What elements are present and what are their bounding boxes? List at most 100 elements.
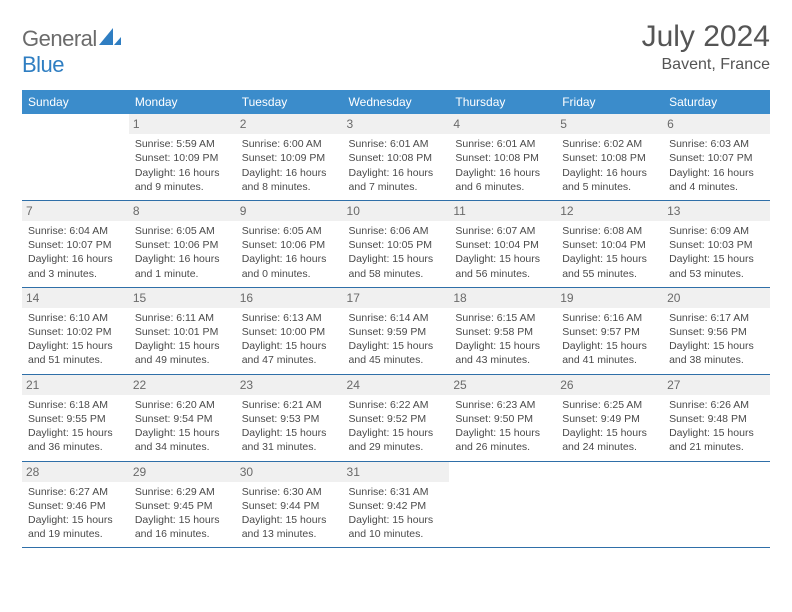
calendar-day-cell — [449, 461, 556, 548]
daylight-text: Daylight: 15 hours and 19 minutes. — [28, 513, 123, 541]
sunrise-text: Sunrise: 6:17 AM — [669, 311, 764, 325]
sunset-text: Sunset: 9:42 PM — [349, 499, 444, 513]
sunrise-text: Sunrise: 6:22 AM — [349, 398, 444, 412]
calendar-day-cell — [22, 114, 129, 200]
sunrise-text: Sunrise: 6:21 AM — [242, 398, 337, 412]
calendar-day-cell: 23 Sunrise: 6:21 AMSunset: 9:53 PMDayligh… — [236, 374, 343, 461]
sunrise-text: Sunrise: 6:02 AM — [562, 137, 657, 151]
page: GeneralBlue July 2024 Bavent, France Sun… — [0, 0, 792, 568]
calendar-week-row: 1Sunrise: 5:59 AMSunset: 10:09 PMDayligh… — [22, 114, 770, 200]
day-number: 26 — [556, 375, 663, 395]
calendar-day-cell: 17Sunrise: 6:14 AMSunset: 9:59 PMDayligh… — [343, 287, 450, 374]
daylight-text: Daylight: 15 hours and 31 minutes. — [242, 426, 337, 454]
sunset-text: Sunset: 10:04 PM — [455, 238, 550, 252]
sunset-text: Sunset: 9:58 PM — [455, 325, 550, 339]
day-number: 10 — [343, 201, 450, 221]
sunrise-text: Sunrise: 6:13 AM — [242, 311, 337, 325]
daylight-text: Daylight: 15 hours and 45 minutes. — [349, 339, 444, 367]
sunrise-text: Sunrise: 6:04 AM — [28, 224, 123, 238]
daylight-text: Daylight: 16 hours and 8 minutes. — [242, 166, 337, 194]
sunrise-text: Sunrise: 5:59 AM — [135, 137, 230, 151]
calendar-day-cell: 22Sunrise: 6:20 AMSunset: 9:54 PMDayligh… — [129, 374, 236, 461]
calendar-day-cell: 4Sunrise: 6:01 AMSunset: 10:08 PMDayligh… — [449, 114, 556, 200]
day-number: 21 — [22, 375, 129, 395]
header: GeneralBlue July 2024 Bavent, France — [22, 20, 770, 78]
sunset-text: Sunset: 9:46 PM — [28, 499, 123, 513]
day-number: 1 — [129, 114, 236, 134]
calendar-body: 1Sunrise: 5:59 AMSunset: 10:09 PMDayligh… — [22, 114, 770, 548]
daylight-text: Daylight: 16 hours and 3 minutes. — [28, 252, 123, 280]
calendar-day-cell: 27Sunrise: 6:26 AMSunset: 9:48 PMDayligh… — [663, 374, 770, 461]
sunset-text: Sunset: 10:05 PM — [349, 238, 444, 252]
day-number: 12 — [556, 201, 663, 221]
daylight-text: Daylight: 15 hours and 38 minutes. — [669, 339, 764, 367]
daylight-text: Daylight: 16 hours and 0 minutes. — [242, 252, 337, 280]
daylight-text: Daylight: 15 hours and 13 minutes. — [242, 513, 337, 541]
calendar-day-cell: 26Sunrise: 6:25 AMSunset: 9:49 PMDayligh… — [556, 374, 663, 461]
sunset-text: Sunset: 10:09 PM — [242, 151, 337, 165]
sunset-text: Sunset: 9:55 PM — [28, 412, 123, 426]
sunset-text: Sunset: 10:07 PM — [669, 151, 764, 165]
day-number: 31 — [343, 462, 450, 482]
day-number: 20 — [663, 288, 770, 308]
sunrise-text: Sunrise: 6:16 AM — [562, 311, 657, 325]
calendar-day-cell: 31Sunrise: 6:31 AMSunset: 9:42 PMDayligh… — [343, 461, 450, 548]
daylight-text: Daylight: 15 hours and 56 minutes. — [455, 252, 550, 280]
day-number: 18 — [449, 288, 556, 308]
daylight-text: Daylight: 15 hours and 41 minutes. — [562, 339, 657, 367]
sunset-text: Sunset: 9:53 PM — [242, 412, 337, 426]
sunrise-text: Sunrise: 6:05 AM — [135, 224, 230, 238]
day-number: 24 — [343, 375, 450, 395]
sunrise-text: Sunrise: 6:27 AM — [28, 485, 123, 499]
sunset-text: Sunset: 10:07 PM — [28, 238, 123, 252]
daylight-text: Daylight: 15 hours and 47 minutes. — [242, 339, 337, 367]
brand-part1: General — [22, 26, 97, 51]
weekday-header: Sunday — [22, 90, 129, 114]
day-number: 25 — [449, 375, 556, 395]
calendar-day-cell: 5Sunrise: 6:02 AMSunset: 10:08 PMDayligh… — [556, 114, 663, 200]
calendar-day-cell: 12Sunrise: 6:08 AMSunset: 10:04 PMDaylig… — [556, 200, 663, 287]
sunset-text: Sunset: 10:09 PM — [135, 151, 230, 165]
calendar-day-cell: 16Sunrise: 6:13 AMSunset: 10:00 PMDaylig… — [236, 287, 343, 374]
sunrise-text: Sunrise: 6:18 AM — [28, 398, 123, 412]
sunset-text: Sunset: 9:44 PM — [242, 499, 337, 513]
day-number: 14 — [22, 288, 129, 308]
calendar-day-cell: 7Sunrise: 6:04 AMSunset: 10:07 PMDayligh… — [22, 200, 129, 287]
calendar-day-cell: 20 Sunrise: 6:17 AMSunset: 9:56 PMDayligh… — [663, 287, 770, 374]
daylight-text: Daylight: 15 hours and 49 minutes. — [135, 339, 230, 367]
weekday-header: Saturday — [663, 90, 770, 114]
sunrise-text: Sunrise: 6:08 AM — [562, 224, 657, 238]
month-title: July 2024 — [642, 20, 770, 54]
sunrise-text: Sunrise: 6:06 AM — [349, 224, 444, 238]
sunset-text: Sunset: 10:06 PM — [242, 238, 337, 252]
daylight-text: Daylight: 15 hours and 43 minutes. — [455, 339, 550, 367]
weekday-header: Thursday — [449, 90, 556, 114]
sunset-text: Sunset: 9:56 PM — [669, 325, 764, 339]
calendar-day-cell: 19Sunrise: 6:16 AMSunset: 9:57 PMDayligh… — [556, 287, 663, 374]
daylight-text: Daylight: 15 hours and 55 minutes. — [562, 252, 657, 280]
brand-logo: GeneralBlue — [22, 20, 121, 78]
sunset-text: Sunset: 9:45 PM — [135, 499, 230, 513]
daylight-text: Daylight: 16 hours and 7 minutes. — [349, 166, 444, 194]
daylight-text: Daylight: 15 hours and 53 minutes. — [669, 252, 764, 280]
sunrise-text: Sunrise: 6:31 AM — [349, 485, 444, 499]
sunset-text: Sunset: 10:01 PM — [135, 325, 230, 339]
sunrise-text: Sunrise: 6:00 AM — [242, 137, 337, 151]
calendar-day-cell: 9Sunrise: 6:05 AMSunset: 10:06 PMDayligh… — [236, 200, 343, 287]
calendar-day-cell: 15Sunrise: 6:11 AMSunset: 10:01 PMDaylig… — [129, 287, 236, 374]
daylight-text: Daylight: 15 hours and 24 minutes. — [562, 426, 657, 454]
day-number: 19 — [556, 288, 663, 308]
brand-text: GeneralBlue — [22, 26, 121, 78]
daylight-text: Daylight: 15 hours and 29 minutes. — [349, 426, 444, 454]
calendar-day-cell: 10Sunrise: 6:06 AMSunset: 10:05 PMDaylig… — [343, 200, 450, 287]
sunrise-text: Sunrise: 6:07 AM — [455, 224, 550, 238]
daylight-text: Daylight: 15 hours and 36 minutes. — [28, 426, 123, 454]
calendar-day-cell: 6Sunrise: 6:03 AMSunset: 10:07 PMDayligh… — [663, 114, 770, 200]
calendar-day-cell: 21 Sunrise: 6:18 AMSunset: 9:55 PMDayligh… — [22, 374, 129, 461]
daylight-text: Daylight: 16 hours and 4 minutes. — [669, 166, 764, 194]
calendar-week-row: 21Sunrise: 6:18 AMSunset: 9:55 PMDayligh… — [22, 374, 770, 461]
sunrise-text: Sunrise: 6:14 AM — [349, 311, 444, 325]
day-number: 9 — [236, 201, 343, 221]
daylight-text: Daylight: 16 hours and 1 minute. — [135, 252, 230, 280]
day-number: 23 — [236, 375, 343, 395]
